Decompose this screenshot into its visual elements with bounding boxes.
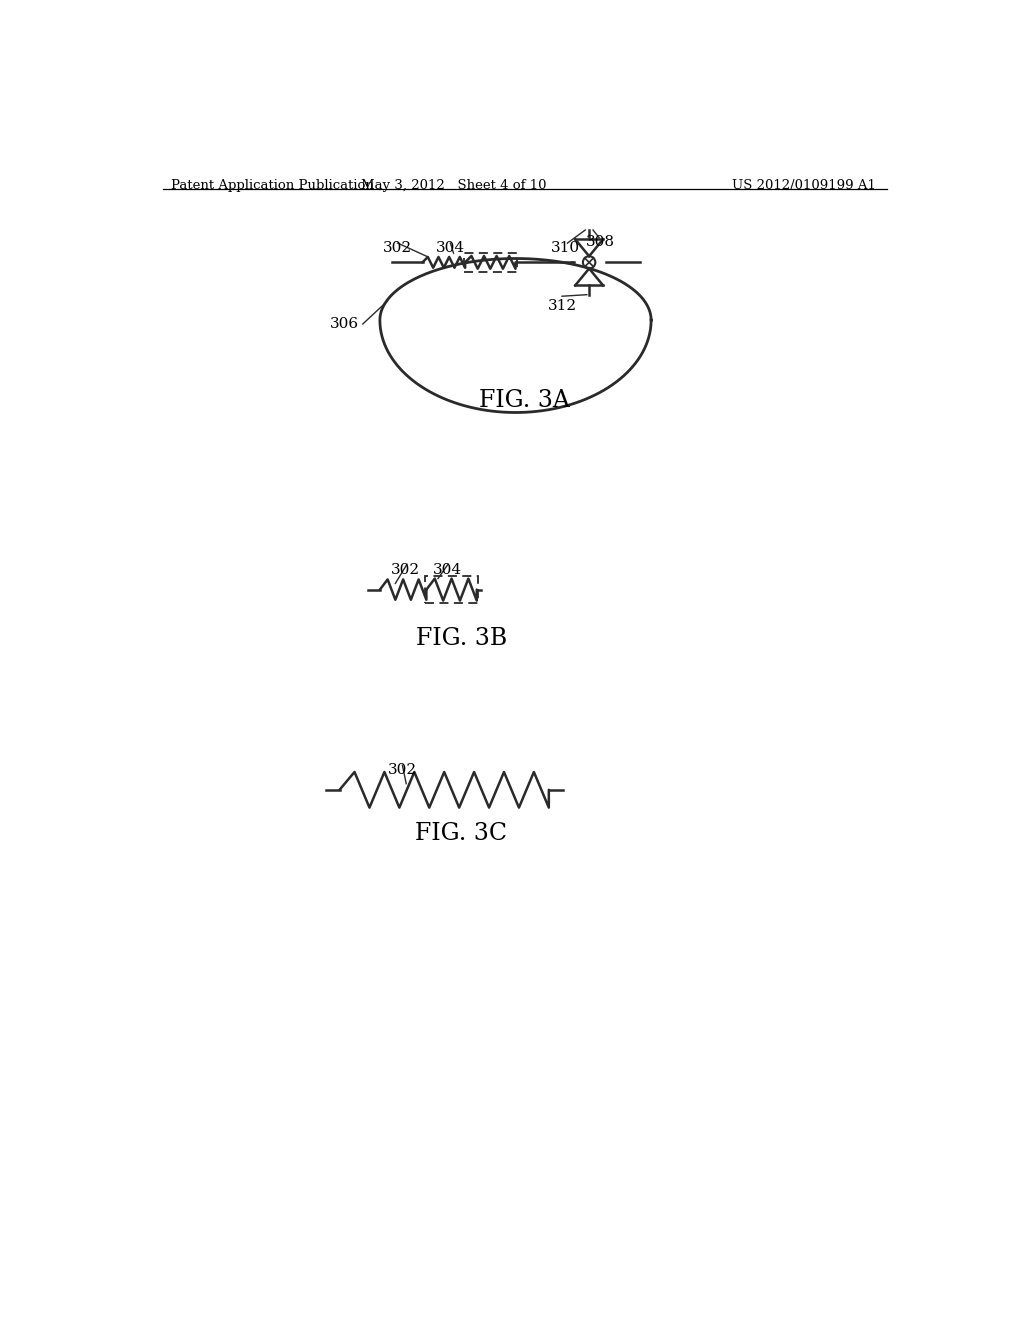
Text: 312: 312: [548, 298, 577, 313]
Text: 304: 304: [436, 240, 465, 255]
Bar: [464, 253, 517, 272]
Text: US 2012/0109199 A1: US 2012/0109199 A1: [732, 180, 876, 193]
Text: 306: 306: [330, 317, 359, 331]
Text: May 3, 2012   Sheet 4 of 10: May 3, 2012 Sheet 4 of 10: [360, 180, 546, 193]
Text: 308: 308: [587, 235, 615, 249]
Text: 302: 302: [388, 763, 417, 777]
Text: 310: 310: [551, 240, 581, 255]
Text: FIG. 3B: FIG. 3B: [416, 627, 507, 649]
Text: 302: 302: [383, 240, 413, 255]
Text: Patent Application Publication: Patent Application Publication: [171, 180, 374, 193]
Bar: [425, 577, 478, 603]
Text: 304: 304: [433, 562, 462, 577]
Text: 302: 302: [391, 562, 420, 577]
Text: FIG. 3C: FIG. 3C: [416, 822, 507, 845]
Text: FIG. 3A: FIG. 3A: [479, 389, 570, 412]
